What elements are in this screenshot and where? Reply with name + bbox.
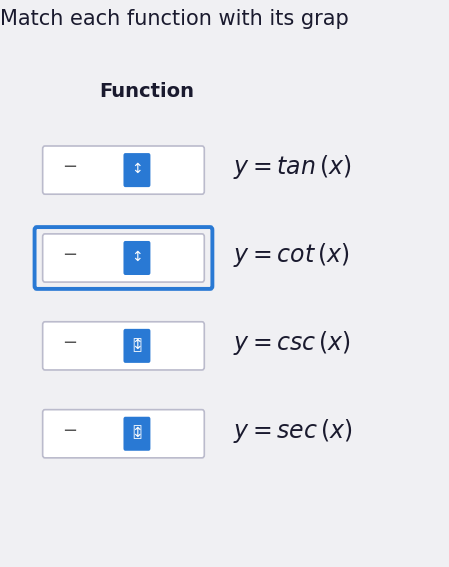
Text: ↕: ↕ [131, 162, 143, 176]
Text: ↕: ↕ [131, 250, 143, 264]
Text: $y = tan\,(x)$: $y = tan\,(x)$ [233, 153, 352, 181]
Text: ↕: ↕ [131, 338, 143, 352]
FancyBboxPatch shape [43, 234, 204, 282]
Text: ↕: ↕ [131, 426, 143, 439]
Text: −: − [62, 422, 77, 440]
FancyBboxPatch shape [43, 410, 204, 458]
Text: −: − [62, 334, 77, 352]
Text: ⩟: ⩟ [132, 337, 141, 352]
FancyBboxPatch shape [123, 241, 150, 275]
FancyBboxPatch shape [43, 322, 204, 370]
FancyBboxPatch shape [123, 153, 150, 187]
Text: Match each function with its grap: Match each function with its grap [0, 9, 349, 28]
Text: −: − [62, 246, 77, 264]
FancyBboxPatch shape [43, 146, 204, 194]
Text: $y = cot\,(x)$: $y = cot\,(x)$ [233, 241, 350, 269]
Text: −: − [62, 158, 77, 176]
Text: $y = csc\,(x)$: $y = csc\,(x)$ [233, 329, 352, 357]
Text: $y = sec\,(x)$: $y = sec\,(x)$ [233, 417, 353, 445]
FancyBboxPatch shape [123, 417, 150, 451]
FancyBboxPatch shape [123, 329, 150, 363]
Text: Function: Function [99, 82, 194, 101]
Text: ⩟: ⩟ [132, 425, 141, 439]
